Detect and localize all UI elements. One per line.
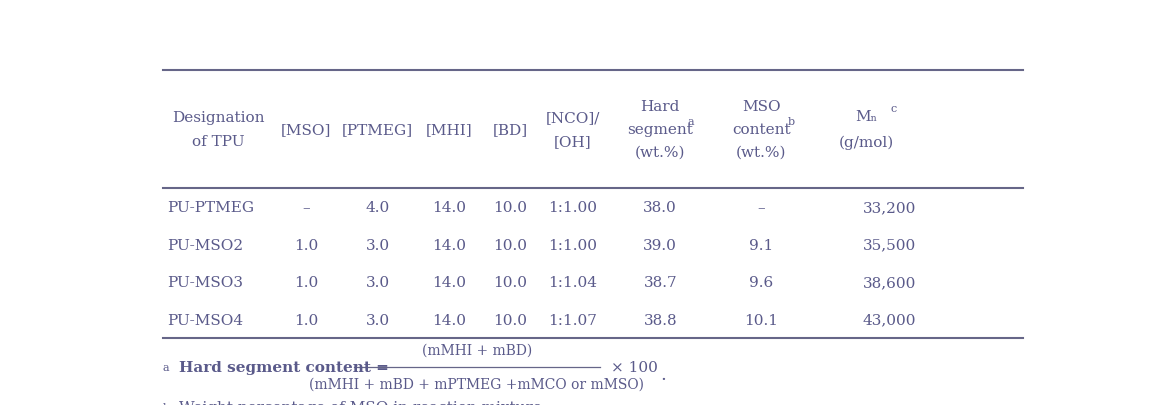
Text: a: a xyxy=(687,117,694,127)
Text: 4.0: 4.0 xyxy=(366,200,390,215)
Text: .: . xyxy=(661,365,666,384)
Text: 3.0: 3.0 xyxy=(366,275,390,290)
Text: 35,500: 35,500 xyxy=(862,238,916,252)
Text: 39.0: 39.0 xyxy=(643,238,677,252)
Text: [OH]: [OH] xyxy=(554,134,591,148)
Text: 3.0: 3.0 xyxy=(366,313,390,327)
Text: [MSO]: [MSO] xyxy=(281,123,331,136)
Text: 9.1: 9.1 xyxy=(749,238,773,252)
Text: 38,600: 38,600 xyxy=(862,275,916,290)
Text: Designation: Designation xyxy=(172,111,265,125)
Text: PU-MSO2: PU-MSO2 xyxy=(167,238,243,252)
Text: b: b xyxy=(788,117,795,127)
Text: 10.1: 10.1 xyxy=(744,313,779,327)
Text: 38.0: 38.0 xyxy=(643,200,677,215)
Text: PU-PTMEG: PU-PTMEG xyxy=(167,200,255,215)
Text: 9.6: 9.6 xyxy=(749,275,773,290)
Text: 38.8: 38.8 xyxy=(643,313,677,327)
Text: –: – xyxy=(758,200,765,215)
Text: × 100: × 100 xyxy=(611,360,658,374)
Text: 10.0: 10.0 xyxy=(493,238,528,252)
Text: 38.7: 38.7 xyxy=(643,275,677,290)
Text: (mMHI + mBD + mPTMEG +mMCO or mMSO): (mMHI + mBD + mPTMEG +mMCO or mMSO) xyxy=(309,377,644,391)
Text: 1.0: 1.0 xyxy=(294,238,318,252)
Text: b: b xyxy=(162,402,170,405)
Text: 14.0: 14.0 xyxy=(433,238,466,252)
Text: (wt.%): (wt.%) xyxy=(736,145,787,159)
Text: [MHI]: [MHI] xyxy=(426,123,473,136)
Text: 10.0: 10.0 xyxy=(493,313,528,327)
Text: a: a xyxy=(162,362,169,372)
Text: 3.0: 3.0 xyxy=(366,238,390,252)
Text: 1:1.00: 1:1.00 xyxy=(548,238,597,252)
Text: 10.0: 10.0 xyxy=(493,275,528,290)
Text: [PTMEG]: [PTMEG] xyxy=(342,123,413,136)
Text: c: c xyxy=(891,104,897,113)
Text: Mₙ: Mₙ xyxy=(855,110,877,124)
Text: –: – xyxy=(302,200,310,215)
Text: (mMHI + mBD): (mMHI + mBD) xyxy=(421,343,532,356)
Text: 33,200: 33,200 xyxy=(862,200,916,215)
Text: [BD]: [BD] xyxy=(493,123,528,136)
Text: (g/mol): (g/mol) xyxy=(839,135,894,149)
Text: of TPU: of TPU xyxy=(192,134,245,148)
Text: 14.0: 14.0 xyxy=(433,275,466,290)
Text: PU-MSO4: PU-MSO4 xyxy=(167,313,243,327)
Text: 14.0: 14.0 xyxy=(433,313,466,327)
Text: 43,000: 43,000 xyxy=(862,313,916,327)
Text: 1.0: 1.0 xyxy=(294,313,318,327)
Text: MSO: MSO xyxy=(742,100,781,114)
Text: Hard segment content =: Hard segment content = xyxy=(178,360,389,374)
Text: PU-MSO3: PU-MSO3 xyxy=(167,275,243,290)
Text: 1.0: 1.0 xyxy=(294,275,318,290)
Text: Weight percentage of MSO in reaction mixture.: Weight percentage of MSO in reaction mix… xyxy=(178,400,546,405)
Text: 1:1.07: 1:1.07 xyxy=(548,313,597,327)
Text: content: content xyxy=(731,123,790,136)
Text: 1:1.04: 1:1.04 xyxy=(548,275,597,290)
Text: [NCO]/: [NCO]/ xyxy=(546,111,600,125)
Text: Hard: Hard xyxy=(641,100,680,114)
Text: segment: segment xyxy=(627,123,693,136)
Text: (wt.%): (wt.%) xyxy=(635,145,685,159)
Text: 10.0: 10.0 xyxy=(493,200,528,215)
Text: 14.0: 14.0 xyxy=(433,200,466,215)
Text: 1:1.00: 1:1.00 xyxy=(548,200,597,215)
